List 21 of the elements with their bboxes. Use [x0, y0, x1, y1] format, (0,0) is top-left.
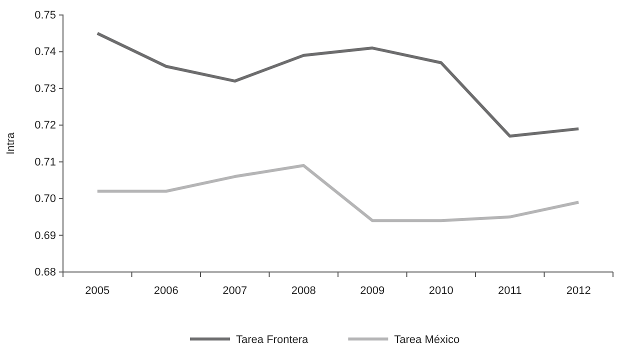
legend-label: Tarea México [394, 334, 460, 346]
y-axis-title: Intra [5, 132, 17, 155]
x-tick-label: 2006 [154, 284, 178, 297]
y-tick-label: 0.69 [34, 230, 56, 242]
x-tick-label: 2007 [222, 284, 248, 297]
x-tick-label: 2010 [428, 284, 454, 297]
x-tick-label: 2009 [360, 284, 385, 297]
y-tick-label: 0.71 [34, 156, 56, 168]
legend-label: Tarea Frontera [236, 334, 310, 346]
y-tick-label: 0.70 [34, 193, 56, 206]
x-tick-label: 2005 [85, 284, 110, 297]
y-tick-label: 0.75 [34, 10, 56, 22]
x-tick-label: 2008 [291, 284, 316, 297]
y-tick-label: 0.73 [34, 82, 56, 95]
y-tick-label: 0.68 [34, 266, 56, 279]
line-series [96, 164, 580, 222]
y-tick-label: 0.72 [34, 120, 56, 132]
line-series [96, 32, 580, 138]
y-tick-label: 0.74 [34, 46, 56, 58]
x-tick-label: 2012 [566, 284, 591, 297]
x-tick-label: 2011 [498, 284, 522, 297]
